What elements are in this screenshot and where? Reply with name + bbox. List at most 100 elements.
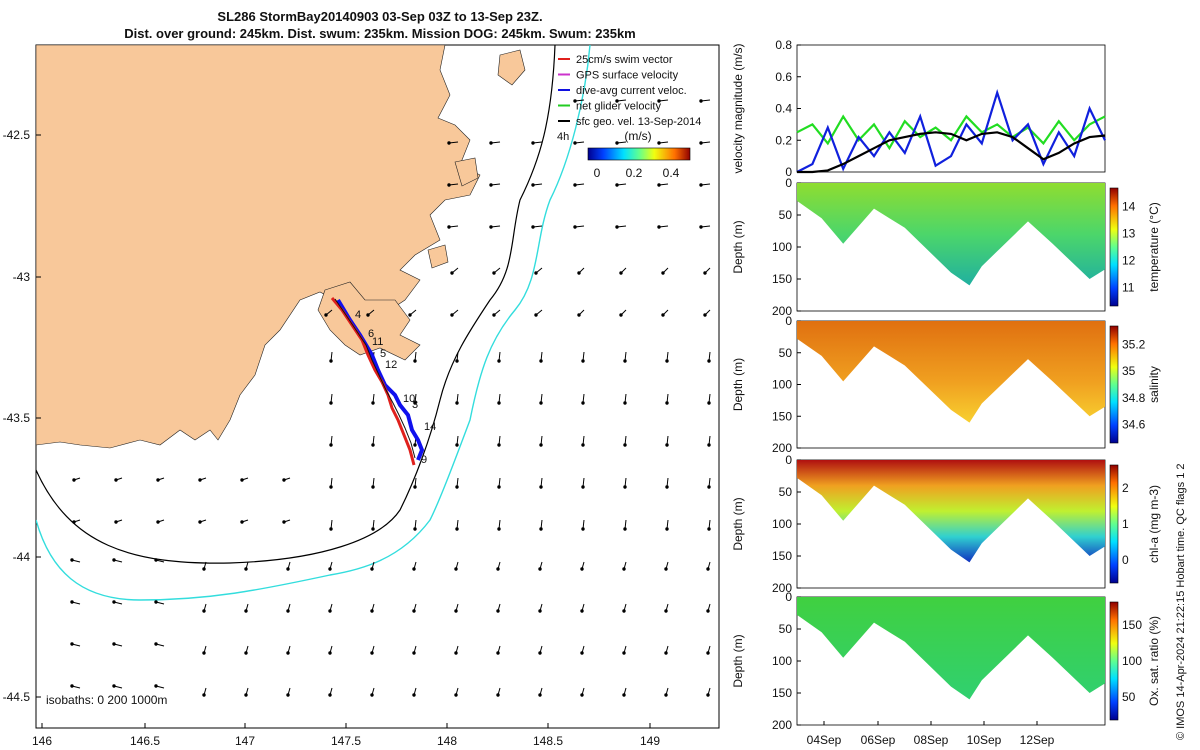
colorbar-label: chl-a (mg m-3) xyxy=(1147,485,1161,563)
velocity-arrow-head xyxy=(534,271,538,275)
velocity-arrow-head xyxy=(538,651,542,655)
velocity-arrow-head xyxy=(657,99,661,103)
track-label-5: 12 xyxy=(385,359,397,371)
velocity-arrow-head xyxy=(707,443,711,447)
track-label-7: 3 xyxy=(412,399,418,411)
velocity-arrow-head xyxy=(412,651,416,655)
velocity-arrow-head xyxy=(539,401,543,405)
velocity-arrow-head xyxy=(665,443,669,447)
velocity-arrow-head xyxy=(581,359,585,363)
velocity-arrow-head xyxy=(707,359,711,363)
velocity-arrow-head xyxy=(623,401,627,405)
velocity-arrow-head xyxy=(70,642,74,646)
panel-colorbar xyxy=(1109,464,1119,584)
map-xtick-label: 147 xyxy=(235,734,255,748)
colorbar-tick: 34.8 xyxy=(1122,391,1146,405)
colorbar-tick: 150 xyxy=(1122,618,1142,632)
velocity-arrow-head xyxy=(489,141,493,145)
colorbar-tick: 35 xyxy=(1122,364,1136,378)
velocity-arrow-head xyxy=(408,313,412,317)
velocity-arrow-head xyxy=(707,401,711,405)
velocity-arrow-head xyxy=(580,609,584,613)
velocity-arrow-head xyxy=(573,183,577,187)
velocity-arrow-head xyxy=(699,225,703,229)
panel-1: 0 0.2 0.4 0.6 0.8 velocity magnitude (m/s) xyxy=(731,38,1106,179)
ytick-label: 50 xyxy=(779,622,793,636)
velocity-arrow-head xyxy=(664,693,668,697)
velocity-arrow-head xyxy=(619,313,623,317)
velocity-arrow-head xyxy=(413,527,417,531)
velocity-arrow-head xyxy=(581,443,585,447)
velocity-arrow-head xyxy=(622,609,626,613)
colorbar-tick-1: 0.2 xyxy=(626,166,643,180)
isobath-label: isobaths: 0 200 1000m xyxy=(46,693,167,707)
velocity-arrow-head xyxy=(413,401,417,405)
velocity-arrow-head xyxy=(154,600,158,604)
land-peninsula xyxy=(317,281,421,361)
section-fill xyxy=(797,321,1105,423)
map-ytick-label: -43.5 xyxy=(3,411,31,425)
velocity-arrow-head xyxy=(706,609,710,613)
velocity-arrow-head xyxy=(661,271,665,275)
ytick-label: 100 xyxy=(772,517,792,531)
colorbar-tick: 100 xyxy=(1122,654,1142,668)
velocity-arrow-head xyxy=(703,313,707,317)
xtick-label: 04Sep xyxy=(807,733,842,747)
velocity-arrow-head xyxy=(412,609,416,613)
panel-ylabel: Depth (m) xyxy=(731,358,745,411)
velocity-arrow-head xyxy=(581,485,585,489)
ytick-label: 0 xyxy=(785,453,792,467)
velocity-arrow-head xyxy=(154,684,158,688)
velocity-arrow-head xyxy=(329,527,333,531)
velocity-arrow-head xyxy=(455,527,459,531)
velocity-arrow-head xyxy=(198,478,202,482)
legend-label: dive-avg current veloc. xyxy=(576,85,687,97)
velocity-arrow-head xyxy=(489,183,493,187)
velocity-arrow-head xyxy=(370,567,374,571)
velocity-arrow-head xyxy=(538,567,542,571)
velocity-arrow-head xyxy=(454,651,458,655)
velocity-arrow-head xyxy=(699,183,703,187)
track-label-2: 6 xyxy=(368,328,374,340)
velocity-arrow-head xyxy=(496,567,500,571)
velocity-arrow-head xyxy=(539,443,543,447)
section-fill xyxy=(797,597,1105,700)
velocity-arrow-head xyxy=(707,527,711,531)
velocity-arrow-head xyxy=(450,271,454,275)
velocity-arrow-head xyxy=(580,651,584,655)
velocity-arrow-head xyxy=(531,183,535,187)
velocity-arrow-head xyxy=(447,225,451,229)
velocity-arrow-head xyxy=(329,443,333,447)
ytick-label: 150 xyxy=(772,272,792,286)
chart-title-line1: SL286 StormBay20140903 03-Sep 03Z to 13-… xyxy=(217,9,542,24)
track-label-4: 5 xyxy=(380,348,386,360)
map-ytick-label: -43 xyxy=(13,270,31,284)
velocity-arrow-head xyxy=(455,485,459,489)
velocity-arrow-head xyxy=(581,401,585,405)
velocity-arrow-head xyxy=(665,485,669,489)
colorbar-label: temperature (°C) xyxy=(1147,202,1161,292)
velocity-arrow-head xyxy=(324,313,328,317)
velocity-arrow-head xyxy=(665,527,669,531)
profile-panels: 0 0.2 0.4 0.6 0.8 velocity magnitude (m/s) 0 50… xyxy=(731,38,1161,747)
velocity-arrow-head xyxy=(622,651,626,655)
velocity-arrow-head xyxy=(492,271,496,275)
ytick-label: 0.8 xyxy=(775,38,792,52)
velocity-arrow-head xyxy=(573,99,577,103)
section-fill xyxy=(797,460,1105,563)
velocity-arrow-head xyxy=(413,359,417,363)
ytick-label: 0 xyxy=(785,176,792,190)
velocity-arrow-head xyxy=(454,609,458,613)
velocity-arrow-head xyxy=(286,693,290,697)
velocity-arrow-head xyxy=(497,359,501,363)
velocity-arrow-head xyxy=(623,359,627,363)
map-x-axis: 146 146.5 147 147.5 148 148.5 149 xyxy=(32,723,660,748)
velocity-series xyxy=(796,88,1106,173)
velocity-arrow-head xyxy=(580,693,584,697)
velocity-arrow-head xyxy=(496,693,500,697)
velocity-arrow-head xyxy=(615,99,619,103)
colorbar-tick: 34.6 xyxy=(1122,418,1146,432)
velocity-arrow-head xyxy=(664,609,668,613)
ytick-label: 100 xyxy=(772,654,792,668)
velocity-arrow-head xyxy=(534,313,538,317)
